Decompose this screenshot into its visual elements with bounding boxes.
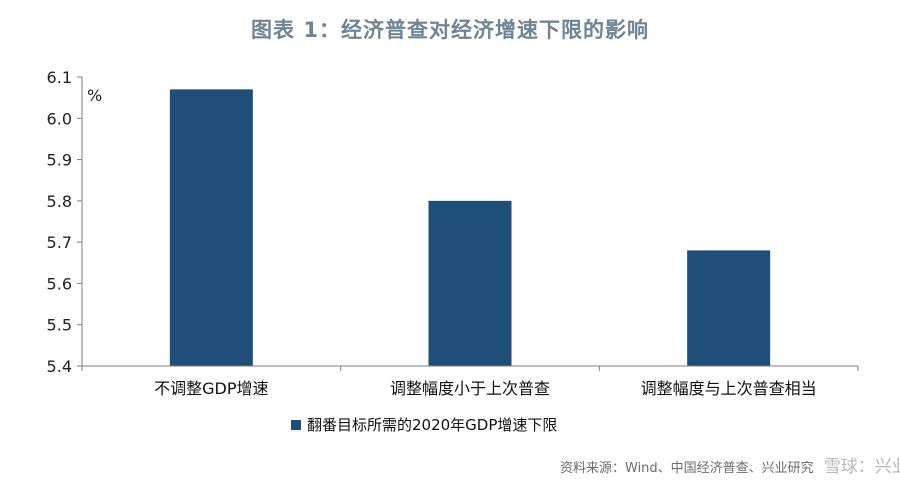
y-tick-label: 5.8 — [47, 192, 72, 211]
legend: 翻番目标所需的2020年GDP增速下限 — [291, 414, 557, 435]
category-label: 调整幅度小于上次普查 — [390, 379, 550, 398]
y-tick-label: 5.9 — [47, 151, 72, 170]
source-note: 资料来源：Wind、中国经济普查、兴业研究 雪球：兴业研究 — [560, 452, 900, 477]
y-tick-label: 5.4 — [47, 357, 72, 376]
y-tick-label: 5.6 — [47, 274, 72, 293]
y-tick-label: 5.7 — [47, 233, 72, 252]
category-label: 调整幅度与上次普查相当 — [641, 379, 817, 398]
y-tick-label: 5.5 — [47, 316, 72, 335]
x-axis-ticks — [81, 366, 859, 371]
y-tick-label: 6.1 — [47, 68, 72, 87]
source-text: 资料来源：Wind、中国经济普查、兴业研究 — [560, 461, 814, 476]
bar — [687, 250, 771, 366]
bar — [428, 200, 512, 366]
chart-title: 图表 1：经济普查对经济增速下限的影响 — [251, 18, 649, 42]
bar — [169, 89, 253, 366]
bars — [169, 89, 771, 366]
legend-label: 翻番目标所需的2020年GDP增速下限 — [307, 416, 558, 434]
y-axis-ticks: 5.4 5.5 5.6 5.7 5.8 5.9 6.0 6.1 — [47, 68, 82, 376]
legend-swatch — [291, 419, 301, 430]
y-tick-label: 6.0 — [47, 109, 72, 128]
watermark: 雪球：兴业研究 — [823, 457, 900, 477]
category-labels: 不调整GDP增速 调整幅度小于上次普查 调整幅度与上次普查相当 — [154, 379, 817, 398]
unit-label: % — [87, 86, 102, 105]
category-label: 不调整GDP增速 — [154, 379, 268, 398]
